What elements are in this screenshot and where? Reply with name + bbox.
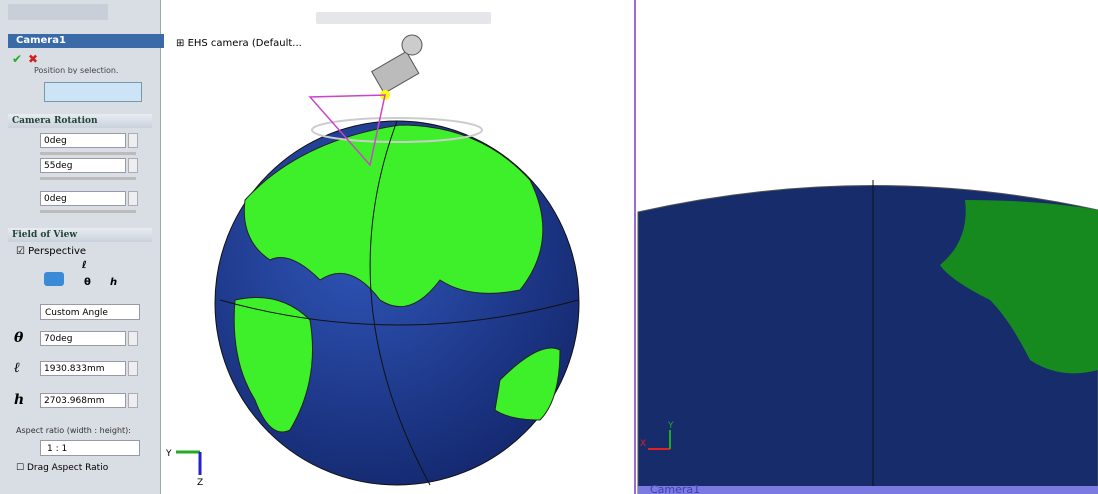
drag-label: Drag Aspect Ratio [26, 463, 109, 473]
diagram-label: ℓ [82, 260, 87, 271]
cancel-button[interactable]: ✖ [28, 52, 39, 66]
diagram-label: h [110, 277, 118, 288]
slider[interactable] [40, 152, 136, 155]
camera-icon [44, 272, 64, 286]
panel-title: Camera1 [8, 34, 164, 48]
globe [214, 117, 580, 486]
camera-view [637, 180, 1098, 494]
property-panel: Camera1 ✔ ✖ Position by selection. Camer… [0, 0, 164, 494]
axis-label: Y [667, 421, 674, 431]
fov-field[interactable]: 1930.833mm [40, 361, 126, 376]
field-symbol: ℓ [14, 360, 20, 376]
perspective-label: Perspective [28, 246, 87, 257]
selection-box[interactable] [44, 82, 142, 102]
tree-item[interactable]: ⊞ EHS camera (Default... [176, 38, 302, 49]
spinner[interactable] [128, 393, 138, 408]
fov-field[interactable]: 2703.968mm [40, 393, 126, 408]
fov-diagram: ℓ θ h [44, 260, 120, 296]
slider[interactable] [40, 210, 136, 213]
axis-label: Y [165, 449, 172, 459]
aspect-label: Aspect ratio (width : height): [16, 426, 131, 435]
spinner[interactable] [128, 158, 138, 173]
rotation-field[interactable]: 0deg [40, 133, 126, 148]
toolbar [8, 4, 108, 20]
diagram-label: θ [84, 277, 91, 288]
camera-model [308, 34, 423, 167]
slider[interactable] [40, 177, 136, 180]
rotation-field[interactable]: 55deg [40, 158, 126, 173]
field-symbol: h [14, 392, 25, 408]
drag-checkbox[interactable]: ☐ Drag Aspect Ratio [16, 463, 109, 473]
axis-label: Z [197, 478, 203, 488]
ok-button[interactable]: ✔ [12, 52, 23, 66]
spinner[interactable] [128, 191, 138, 206]
tree-label: EHS camera (Default... [187, 38, 302, 49]
spinner[interactable] [128, 361, 138, 376]
rotation-heading: Camera Rotation [8, 114, 152, 128]
view-label: Camera1 [650, 483, 700, 494]
fov-field[interactable]: 70deg [40, 331, 126, 346]
view-toolbar[interactable] [316, 12, 491, 24]
fov-heading: Field of View [8, 228, 152, 242]
mode-dropdown[interactable]: Custom Angle [40, 304, 140, 320]
spinner[interactable] [128, 133, 138, 148]
position-label: Position by selection. [34, 66, 119, 74]
axis-label: X [640, 439, 646, 449]
aspect-dropdown[interactable]: 1 : 1 [40, 440, 140, 456]
spinner[interactable] [128, 331, 138, 346]
field-symbol: θ [14, 330, 24, 346]
perspective-checkbox[interactable]: ☑ Perspective [16, 246, 87, 257]
axis-triad [176, 430, 671, 475]
rotation-field[interactable]: 0deg [40, 191, 126, 206]
